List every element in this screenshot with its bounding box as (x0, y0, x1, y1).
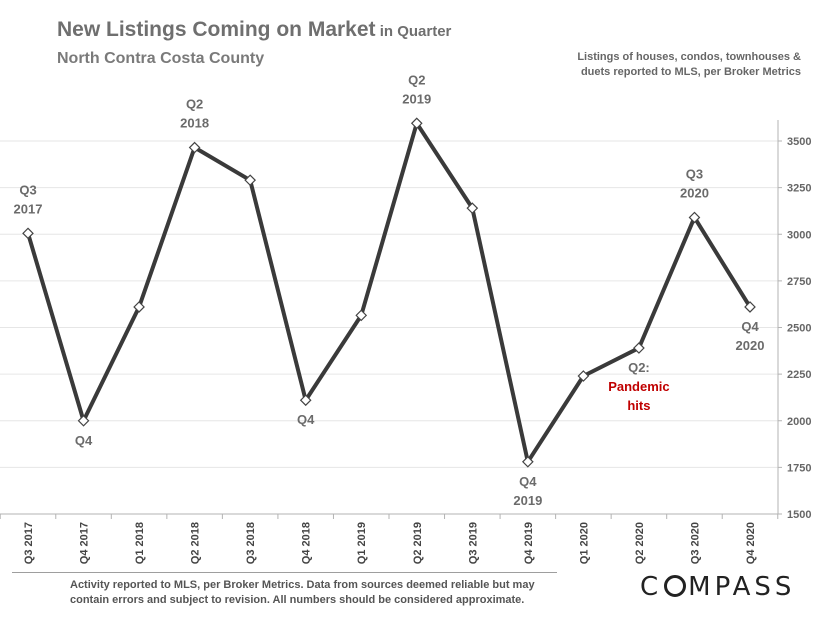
x-tick-label: Q1 2020 (578, 522, 590, 564)
point-annotation: Q3 2020 (680, 166, 709, 200)
series-line (26, 121, 752, 464)
annotation-line: Q3 (19, 182, 36, 197)
x-tick-label: Q4 2017 (79, 522, 91, 564)
y-tick-label: 1500 (787, 509, 811, 521)
data-point (410, 117, 423, 130)
chart-title-suffix: in Quarter (375, 23, 452, 40)
point-annotation: Q4 (75, 433, 93, 448)
data-point (744, 301, 756, 313)
chart-subtitle: North Contra Costa County (57, 50, 265, 67)
point-annotation: Q4 (297, 412, 315, 427)
annotation-line: Q4 (297, 412, 315, 427)
data-point (521, 455, 534, 468)
data-point (244, 174, 257, 187)
annotation-line: 2019 (402, 91, 431, 106)
point-annotation: Q2 2018 (180, 97, 209, 131)
annotation-line: Q4 (519, 474, 537, 489)
x-tick-label: Q1 2018 (134, 522, 146, 564)
y-tick-label: 1750 (787, 462, 811, 474)
data-point (577, 370, 590, 382)
chart-title: New Listings Coming on Market in Quarter (57, 18, 452, 41)
y-tick-label: 2250 (787, 369, 811, 381)
annotation-line: Q4 (741, 319, 759, 334)
data-point (355, 309, 368, 322)
annotation-line: Q2 (408, 72, 425, 87)
data-point (466, 202, 479, 214)
data-point (633, 342, 645, 354)
y-tick-label: 3250 (787, 183, 811, 195)
x-tick-label: Q4 2020 (745, 522, 757, 564)
annotation-line: 2020 (680, 185, 709, 200)
x-tick-label: Q3 2017 (23, 522, 35, 564)
data-point (688, 211, 701, 224)
x-tick-label: Q2 2020 (634, 522, 646, 564)
annotation-line: Q4 (75, 433, 93, 448)
point-annotation: Pandemic hits (608, 379, 669, 413)
annotation-line: Q2: (628, 360, 650, 375)
y-tick-label: 2750 (787, 276, 811, 288)
annotation-line: 2019 (513, 493, 542, 508)
footer-disclaimer: Activity reported to MLS, per Broker Met… (70, 579, 535, 606)
point-annotation: Q4 2019 (513, 474, 542, 508)
point-annotation: Q3 2017 (14, 182, 43, 216)
y-tick-label: 3000 (787, 229, 811, 241)
x-tick-label: Q2 2018 (190, 522, 202, 564)
data-point (188, 141, 201, 154)
annotation-line: 2018 (180, 116, 209, 131)
annotation-line: Q2 (186, 97, 203, 112)
point-annotation: Q2: (628, 360, 650, 375)
y-tick-label: 2000 (787, 416, 811, 428)
data-point (22, 227, 34, 240)
y-tick-label: 2500 (787, 323, 811, 335)
data-point (299, 394, 312, 407)
logo-circle-icon (664, 575, 687, 597)
x-tick-label: Q4 2018 (301, 522, 313, 564)
y-tick-label: 3500 (787, 136, 811, 148)
annotation-line: Pandemic (608, 379, 669, 394)
point-annotation: Q4 2020 (736, 319, 765, 353)
footer-divider (12, 572, 557, 573)
x-tick-label: Q2 2019 (412, 522, 424, 564)
annotation-line: 2017 (14, 201, 43, 216)
point-annotation: Q2 2019 (402, 72, 431, 106)
x-tick-label: Q4 2019 (523, 522, 535, 564)
annotation-line: hits (627, 398, 650, 413)
annotation-line: Q3 (686, 166, 703, 181)
x-tick-label: Q3 2019 (467, 522, 479, 564)
source-note: Listings of houses, condos, townhouses &… (577, 51, 801, 78)
compass-logo: C MPASS (640, 572, 796, 602)
data-point (133, 301, 145, 313)
x-tick-label: Q1 2019 (356, 522, 368, 564)
x-tick-label: Q3 2018 (245, 522, 257, 564)
x-tick-label: Q3 2020 (689, 522, 701, 564)
data-point (77, 414, 90, 427)
annotation-line: 2020 (736, 338, 765, 353)
